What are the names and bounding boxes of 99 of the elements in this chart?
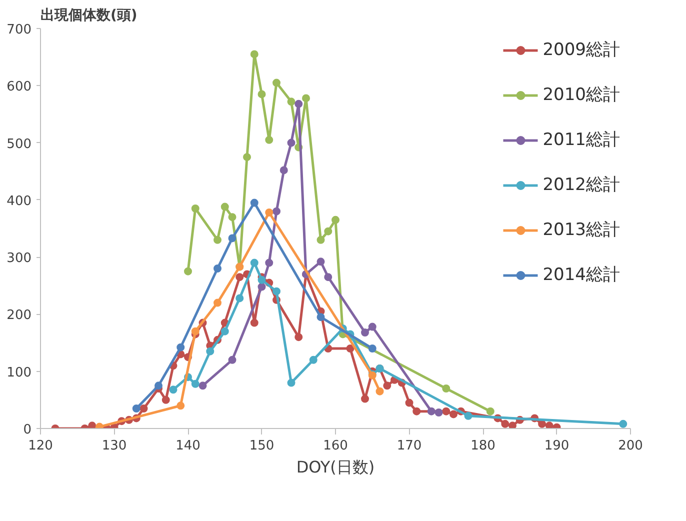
point [191,380,200,388]
point [220,202,229,211]
point [265,136,274,144]
point [228,356,236,364]
point [508,422,516,428]
point [501,420,510,428]
x-tick-label: 160 [323,438,348,454]
point [236,294,244,302]
point [191,327,200,336]
point [162,396,170,404]
point [361,394,369,403]
point [464,412,472,420]
point [486,407,494,416]
legend-label: 2010総計 [542,84,620,106]
point [434,408,443,416]
x-tick-label: 180 [470,438,496,454]
point [191,204,200,212]
point [287,98,296,106]
point [316,258,325,266]
point [280,166,288,174]
x-tick-label: 140 [176,438,200,454]
point [243,153,251,162]
point [332,216,340,224]
point [412,407,421,416]
point [287,138,296,147]
point [316,236,325,244]
point [294,100,303,108]
point [545,422,554,428]
point [250,50,258,58]
point [184,267,192,276]
legend-label: 2011総計 [542,129,620,151]
point [368,344,376,352]
legend-label: 2013総計 [542,219,620,241]
point [250,258,258,267]
point [214,264,222,272]
point [198,382,207,390]
point [287,378,296,387]
y-tick-label: 600 [6,80,32,95]
x-tick-label: 200 [618,438,643,454]
x-tick-label: 190 [544,438,570,454]
legend-label: 2009総計 [542,39,620,61]
point [309,356,318,364]
point [132,404,140,412]
point [324,273,332,282]
point [450,410,458,418]
point [258,282,266,291]
point [214,298,222,307]
point [442,407,450,416]
point [96,422,104,428]
point [361,328,369,336]
point [206,347,214,356]
point [154,382,162,390]
point [376,387,384,396]
y-tick-label: 400 [6,194,32,209]
point [427,407,436,416]
y-tick-label: 700 [6,22,32,38]
point [383,382,392,390]
point [619,420,628,428]
y-axis-title: 出現個体数(頭) [40,8,138,24]
point [258,276,266,284]
point [265,258,274,267]
y-tick-label: 100 [6,365,32,380]
legend-label: 2012総計 [542,174,620,196]
point [250,198,258,207]
point [250,318,258,327]
point [538,420,546,428]
point [442,384,450,392]
point [228,234,236,242]
point [140,404,148,412]
x-tick-label: 150 [249,438,274,454]
point [220,327,229,336]
y-tick-label: 200 [6,308,32,324]
y-tick-label: 300 [6,251,32,266]
x-tick-label: 130 [102,438,127,454]
x-tick-label: 120 [28,438,53,454]
point [88,422,96,428]
point [236,273,244,282]
point [176,402,185,410]
point [272,78,280,87]
point [272,287,280,296]
point [214,236,222,244]
point [316,313,325,322]
y-tick-label: 500 [6,136,32,152]
point [169,386,178,394]
point [258,90,266,98]
point [176,343,185,352]
point [346,344,354,352]
legend-label: 2014総計 [542,264,620,286]
x-tick-label: 170 [396,438,422,454]
point [294,333,303,342]
point [265,208,274,216]
point [368,322,376,331]
point [228,213,236,222]
point [272,207,280,216]
point [302,94,310,102]
point [405,398,414,407]
x-axis-title: DOY(日数) [296,458,375,476]
y-tick-label: 0 [23,422,32,438]
point [324,227,332,236]
